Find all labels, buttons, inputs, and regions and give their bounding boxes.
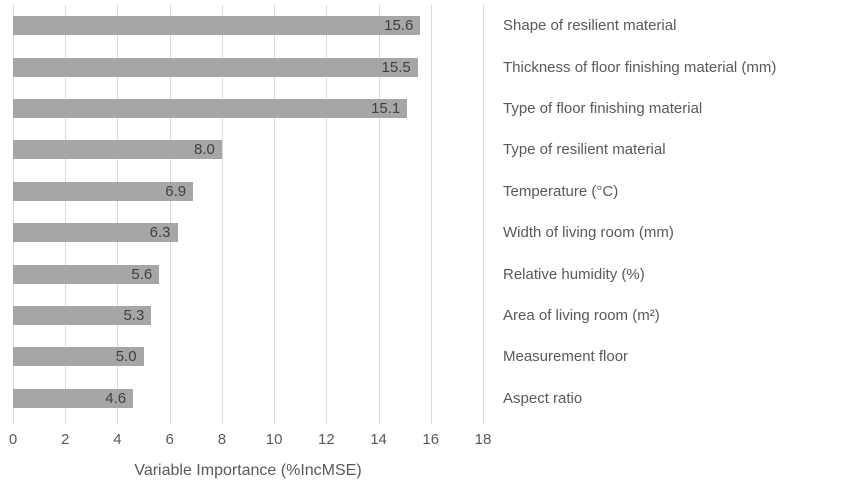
bar-value-label: 15.6: [384, 17, 414, 35]
category-label: Type of resilient material: [503, 141, 666, 159]
category-label: Relative humidity (%): [503, 265, 645, 283]
bar-value-label: 5.3: [123, 307, 145, 324]
bar: 5.3: [13, 306, 152, 325]
x-tick-label: 2: [61, 431, 70, 448]
gridline: [430, 5, 432, 424]
x-tick-label: 18: [474, 431, 492, 448]
bar: 6.3: [13, 223, 178, 243]
gridline: [65, 5, 67, 424]
gridline: [169, 5, 171, 424]
gridline: [221, 5, 223, 424]
bar-value-label: 15.5: [381, 58, 411, 76]
x-tick-label: 12: [317, 431, 335, 448]
x-tick-label: 8: [217, 431, 227, 448]
bar: 15.1: [13, 99, 408, 118]
category-label: Measurement floor: [503, 348, 629, 366]
bar: 5.6: [13, 264, 160, 284]
x-tick-label: 16: [422, 431, 440, 448]
bar-value-label: 5.6: [131, 265, 153, 283]
x-tick-label: 0: [8, 431, 18, 448]
bar-value-label: 15.1: [371, 100, 401, 117]
category-label: Shape of resilient material: [503, 17, 677, 35]
bar: 8.0: [13, 140, 222, 160]
bar-value-label: 6.3: [149, 224, 171, 242]
bar: 15.5: [13, 57, 418, 77]
gridline: [378, 5, 380, 424]
bar: 5.0: [13, 347, 144, 367]
bar-value-label: 8.0: [194, 141, 215, 159]
category-label: Width of living room (mm): [503, 224, 674, 242]
bar: 15.6: [13, 16, 421, 36]
category-label: Thickness of floor finishing material (m…: [503, 58, 777, 76]
bar-value-label: 6.9: [165, 182, 187, 200]
bar-value-label: 4.6: [105, 389, 127, 407]
gridline: [117, 5, 119, 424]
gridline: [483, 5, 484, 424]
bar: 6.9: [13, 181, 194, 201]
gridline: [274, 5, 276, 424]
gridline: [13, 5, 14, 424]
gridline: [326, 5, 328, 424]
category-label: Type of floor finishing material: [503, 99, 703, 117]
x-tick-label: 14: [370, 431, 387, 448]
x-tick-label: 4: [113, 431, 122, 448]
bar-value-label: 5.0: [115, 348, 137, 366]
category-label: Aspect ratio: [503, 389, 583, 407]
category-label: Area of living room (m²): [503, 306, 660, 324]
bar: 4.6: [13, 388, 134, 408]
x-tick-label: 6: [165, 431, 174, 448]
category-label: Temperature (°C): [503, 182, 619, 200]
x-tick-label: 10: [265, 431, 283, 448]
x-axis-title: Variable Importance (%IncMSE): [134, 462, 362, 479]
